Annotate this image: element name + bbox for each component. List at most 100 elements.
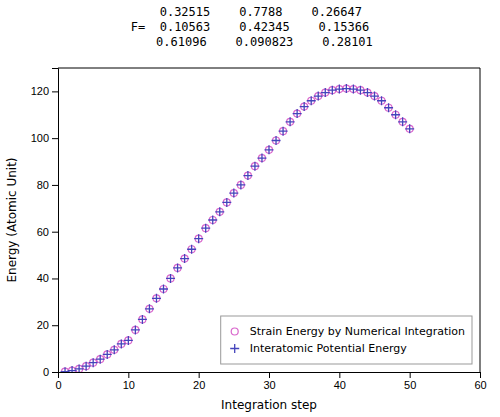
point-circle bbox=[294, 110, 301, 117]
point-circle bbox=[399, 118, 406, 125]
point-circle bbox=[97, 356, 104, 363]
tick-label: 40 bbox=[334, 379, 346, 391]
axis-line bbox=[59, 373, 481, 379]
tick-label: 0 bbox=[43, 366, 49, 378]
point-circle bbox=[195, 235, 202, 242]
tick: 0 bbox=[55, 372, 61, 391]
legend-box bbox=[221, 316, 472, 364]
point-circle bbox=[364, 89, 371, 96]
tick-label: 50 bbox=[404, 379, 416, 391]
point-circle bbox=[216, 208, 223, 215]
tick-mark bbox=[52, 185, 58, 186]
point-circle bbox=[357, 87, 364, 94]
y-axis: 020406080100120 bbox=[31, 69, 59, 379]
tick-mark bbox=[269, 372, 270, 378]
tick-label: 40 bbox=[37, 272, 49, 284]
point-circle bbox=[378, 97, 385, 104]
point-plus bbox=[349, 85, 358, 94]
point-plus bbox=[110, 345, 119, 354]
tick-label: 120 bbox=[31, 85, 49, 97]
legend-label: Interatomic Potential Energy bbox=[250, 342, 408, 355]
point-plus bbox=[250, 162, 259, 171]
point-circle bbox=[160, 285, 167, 292]
legend-item: Strain Energy by Numerical Integration bbox=[231, 325, 465, 338]
point-circle bbox=[336, 86, 343, 93]
point-plus bbox=[145, 304, 154, 313]
point-plus bbox=[229, 189, 238, 198]
point-circle bbox=[76, 365, 83, 372]
point-plus bbox=[138, 315, 147, 324]
legend: Strain Energy by Numerical Integration In… bbox=[221, 316, 472, 364]
point-circle bbox=[223, 199, 230, 206]
tick-mark bbox=[339, 372, 340, 378]
tick-mark bbox=[199, 372, 200, 378]
point-plus bbox=[215, 207, 224, 216]
point-circle bbox=[146, 305, 153, 312]
point-circle bbox=[181, 255, 188, 262]
point-circle bbox=[111, 346, 118, 353]
tick-mark bbox=[52, 372, 58, 373]
point-circle bbox=[139, 316, 146, 323]
plot-area: 0102030405060020406080100120Strain Energ… bbox=[31, 68, 487, 391]
tick: 30 bbox=[263, 372, 275, 391]
point-circle bbox=[308, 97, 315, 104]
tick: 40 bbox=[334, 372, 346, 391]
point-plus bbox=[103, 350, 112, 359]
point-circle bbox=[251, 163, 258, 170]
point-plus bbox=[187, 245, 196, 254]
point-circle bbox=[202, 225, 209, 232]
tick: 0 bbox=[43, 366, 58, 378]
tick: 40 bbox=[37, 272, 58, 284]
point-circle bbox=[322, 89, 329, 96]
title-line: 0.32515 0.7788 0.26647 bbox=[138, 5, 362, 19]
point-circle bbox=[153, 295, 160, 302]
frame-line bbox=[480, 68, 481, 372]
point-plus bbox=[257, 154, 266, 163]
point-plus bbox=[180, 254, 189, 263]
y-axis-title: Energy (Atomic Unit) bbox=[5, 157, 19, 282]
tick-mark bbox=[52, 325, 58, 326]
point-plus bbox=[405, 124, 414, 133]
point-plus bbox=[384, 103, 393, 112]
point-plus bbox=[124, 336, 133, 345]
point-circle bbox=[244, 172, 251, 179]
legend-symbol bbox=[230, 344, 239, 353]
point-circle bbox=[69, 367, 76, 372]
point-plus bbox=[321, 88, 330, 97]
point-plus bbox=[159, 284, 168, 293]
point-circle bbox=[132, 326, 139, 333]
point-circle bbox=[371, 93, 378, 100]
point-plus bbox=[293, 109, 302, 118]
legend-symbol bbox=[231, 328, 238, 335]
point-plus bbox=[377, 96, 386, 105]
point-circle bbox=[406, 125, 413, 132]
tick: 20 bbox=[37, 319, 58, 331]
point-plus bbox=[61, 367, 70, 372]
point-circle bbox=[125, 337, 132, 344]
point-plus bbox=[391, 110, 400, 119]
point-plus bbox=[208, 216, 217, 225]
point-plus bbox=[279, 127, 288, 136]
point-plus bbox=[356, 86, 365, 95]
tick: 120 bbox=[31, 85, 58, 97]
point-plus bbox=[300, 102, 309, 111]
point-plus bbox=[328, 86, 337, 95]
tick-mark bbox=[480, 372, 481, 378]
point-plus bbox=[272, 136, 281, 145]
point-plus bbox=[265, 145, 274, 154]
tick: 80 bbox=[37, 179, 58, 191]
point-circle bbox=[385, 104, 392, 111]
point-plus bbox=[131, 325, 140, 334]
point-plus bbox=[173, 263, 182, 272]
tick: 60 bbox=[37, 226, 58, 238]
point-circle bbox=[90, 359, 97, 366]
point-circle bbox=[273, 137, 280, 144]
chart: 0.32515 0.7788 0.26647F= 0.10563 0.42345… bbox=[0, 0, 500, 417]
point-circle bbox=[104, 351, 111, 358]
tick-label: 20 bbox=[37, 319, 49, 331]
point-circle bbox=[209, 217, 216, 224]
point-plus bbox=[96, 355, 105, 364]
point-plus bbox=[243, 171, 252, 180]
tick-mark bbox=[128, 372, 129, 378]
tick-mark bbox=[52, 138, 58, 139]
